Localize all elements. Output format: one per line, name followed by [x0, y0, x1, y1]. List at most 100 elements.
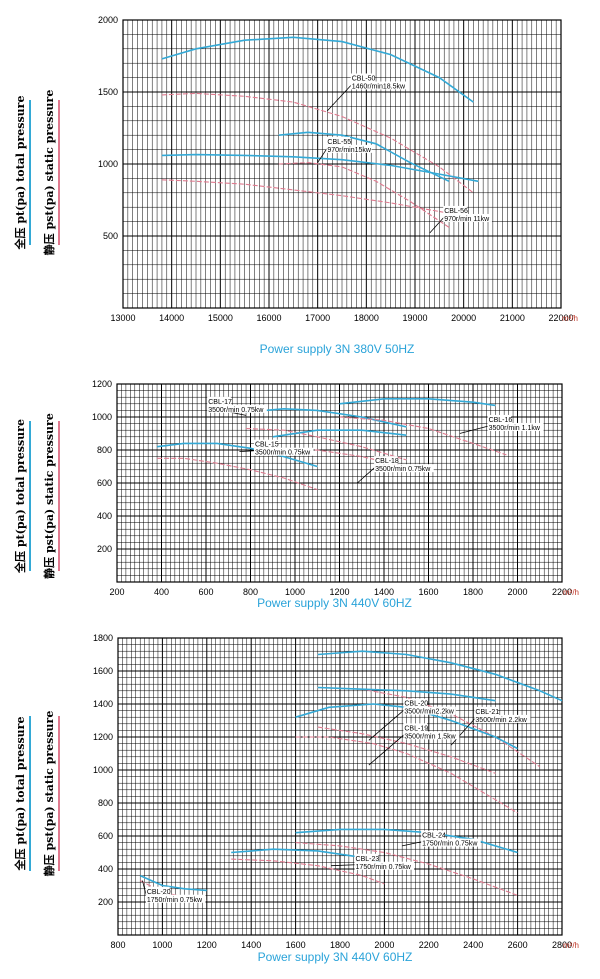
annotation-text: 970r/min 11kw — [444, 216, 490, 223]
annotation-text: 3500r/min 0.75kw — [375, 466, 431, 473]
x-tick-label: 1400 — [374, 587, 394, 597]
x-unit-label: m³/h — [563, 588, 579, 597]
annotation-bg — [403, 706, 456, 715]
x-tick-label: 22000 — [548, 313, 573, 323]
chart-380v-50hz: 13000 14000 15000 16000 17000 18000 19000 20000… — [13, 15, 578, 356]
annotation-leader — [459, 425, 489, 434]
annotation-bg — [145, 886, 170, 895]
x-tick-label: 17000 — [305, 313, 330, 323]
static-pressure-curve — [231, 858, 385, 885]
x-tick-label: 2000 — [374, 940, 394, 950]
annotation-bg — [443, 213, 492, 222]
y-tick-label: 800 — [97, 445, 112, 455]
x-tick-label: 2200 — [419, 940, 439, 950]
annotation-text: 3500r/min 0.75kw — [255, 450, 311, 457]
y-tick-label: 1000 — [93, 765, 113, 775]
x-tick-label: 16000 — [256, 313, 281, 323]
annotation-bg — [421, 838, 481, 847]
y-tick-label: 1400 — [93, 699, 113, 709]
x-tick-label: 200 — [109, 587, 124, 597]
annotation-text: 3500r/min 1.5kw — [404, 733, 456, 740]
annotation-text: CBL-18 — [375, 458, 399, 465]
y-tick-label: 600 — [97, 478, 112, 488]
total-pressure-curve — [157, 442, 318, 468]
annotation-leader — [402, 841, 423, 847]
plot-frame — [122, 19, 562, 309]
annotation-bg — [354, 853, 379, 862]
annotation-bg — [374, 464, 434, 473]
y-label-total-pressure: 全压 pt(pa) total pressure — [13, 717, 27, 872]
annotation-bg — [326, 136, 350, 145]
y-tick-label: 1500 — [98, 87, 118, 97]
y-tick-label: 1600 — [93, 666, 113, 676]
plot-frame — [117, 637, 563, 936]
annotation-text: 970r/min15kw — [327, 147, 372, 154]
power-supply-label: Power supply 3N 440V 60HZ — [258, 950, 413, 964]
x-tick-label: 2600 — [508, 940, 528, 950]
x-tick-label: 15000 — [208, 313, 233, 323]
x-tick-label: 1400 — [241, 940, 261, 950]
annotation-text: CBL-24 — [422, 833, 446, 840]
y-tick-label: 800 — [98, 798, 113, 808]
x-tick-label: 20000 — [451, 313, 476, 323]
x-tick-label: 2000 — [507, 587, 527, 597]
x-unit-label: m³/h — [563, 941, 579, 950]
x-tick-label: 800 — [243, 587, 258, 597]
annotation-text: CBL-17 — [208, 399, 232, 406]
annotation-leader — [368, 709, 405, 741]
total-pressure-curve — [272, 429, 407, 438]
x-tick-label: 19000 — [402, 313, 427, 323]
x-tick-label: 1200 — [197, 940, 217, 950]
annotation-text: 3500r/min 0.75kw — [208, 407, 264, 414]
y-tick-label: 600 — [98, 831, 113, 841]
annotation-text: 1750r/min 0.75kw — [422, 841, 478, 848]
annotation-bg — [403, 731, 460, 740]
x-tick-label: 400 — [154, 587, 169, 597]
annotation-bg — [487, 414, 512, 423]
x-tick-label: 2800 — [552, 940, 572, 950]
x-tick-label: 600 — [198, 587, 213, 597]
y-label-static-pressure: 静压 pst(pa) static pressure — [42, 90, 56, 256]
y-tick-label: 400 — [97, 511, 112, 521]
annotation-leader — [331, 864, 356, 867]
total-pressure-curve — [161, 153, 479, 183]
annotation-bg — [253, 447, 314, 456]
annotation-bg — [403, 698, 427, 707]
annotation-leader — [429, 216, 445, 234]
x-unit-label: m³/h — [562, 314, 578, 323]
annotation-text: CBL-23 — [356, 856, 380, 863]
grid — [122, 19, 562, 309]
annotation-bg — [253, 439, 278, 448]
static-pressure-curve — [317, 726, 496, 774]
annotation-bg — [403, 723, 427, 732]
y-tick-label: 200 — [97, 544, 112, 554]
total-pressure-curve — [139, 874, 207, 892]
y-tick-label: 1800 — [93, 633, 113, 643]
plot-frame — [116, 383, 563, 583]
x-tick-label: 1600 — [418, 587, 438, 597]
annotation-text: CBL-20 — [147, 889, 171, 896]
annotation-text: CBL-21 — [475, 709, 499, 716]
total-pressure-curve — [278, 131, 450, 183]
static-pressure-curve — [295, 842, 518, 896]
power-supply-label: Power supply 3N 380V 50HZ — [260, 342, 415, 356]
total-pressure-curve — [317, 650, 563, 702]
static-pressure-curve — [161, 92, 474, 194]
static-pressure-curve — [161, 179, 479, 220]
annotation-bg — [350, 73, 375, 82]
annotation-bg — [326, 144, 372, 153]
annotation-text: CBL-15 — [255, 442, 279, 449]
total-pressure-curve — [339, 398, 496, 407]
x-tick-label: 14000 — [159, 313, 184, 323]
annotation-text: CBL-19 — [404, 725, 428, 732]
